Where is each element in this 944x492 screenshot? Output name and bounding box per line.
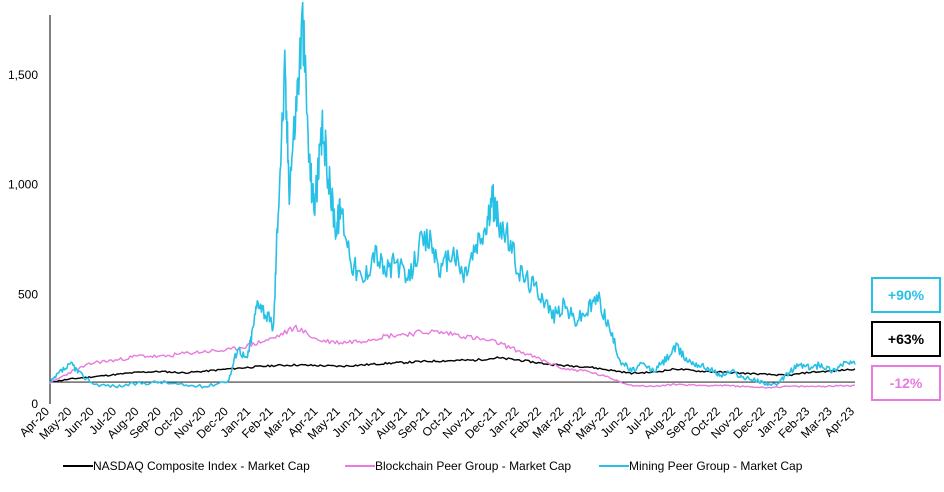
annotation-badge: -12% (871, 365, 941, 401)
legend-label: Mining Peer Group - Market Cap (629, 459, 803, 473)
annotation-badge: +90% (871, 277, 941, 313)
annotation-box (871, 365, 941, 401)
annotation-label: +63% (888, 331, 925, 347)
annotation-layer: +90% +63% -12% (871, 277, 941, 401)
y-tick-label: 0 (31, 397, 38, 411)
y-tick-label: 500 (18, 287, 38, 301)
series-layer (49, 1, 856, 389)
legend-label: Blockchain Peer Group - Market Cap (375, 459, 571, 473)
annotation-box (871, 277, 941, 313)
legend-label: NASDAQ Composite Index - Market Cap (93, 459, 310, 473)
series-line-0 (49, 356, 856, 383)
series-line-2 (49, 1, 856, 389)
series-line-1 (49, 324, 856, 389)
legend-item-0: NASDAQ Composite Index - Market Cap (63, 459, 310, 473)
annotation-label: -12% (890, 375, 923, 391)
annotation-label: +90% (888, 287, 925, 303)
legend: NASDAQ Composite Index - Market Cap Block… (63, 459, 803, 473)
x-axis: Apr-20May-20Jun-20Jul-20Aug-20Sep-20Oct-… (17, 381, 857, 442)
y-axis: 0 500 1,000 1,500 (8, 15, 51, 411)
y-tick-label: 1,000 (8, 178, 38, 192)
annotation-badge: +63% (871, 321, 941, 357)
legend-item-2: Mining Peer Group - Market Cap (599, 459, 803, 473)
y-tick-label: 1,500 (8, 68, 38, 82)
annotation-box (871, 321, 941, 357)
legend-item-1: Blockchain Peer Group - Market Cap (345, 459, 571, 473)
